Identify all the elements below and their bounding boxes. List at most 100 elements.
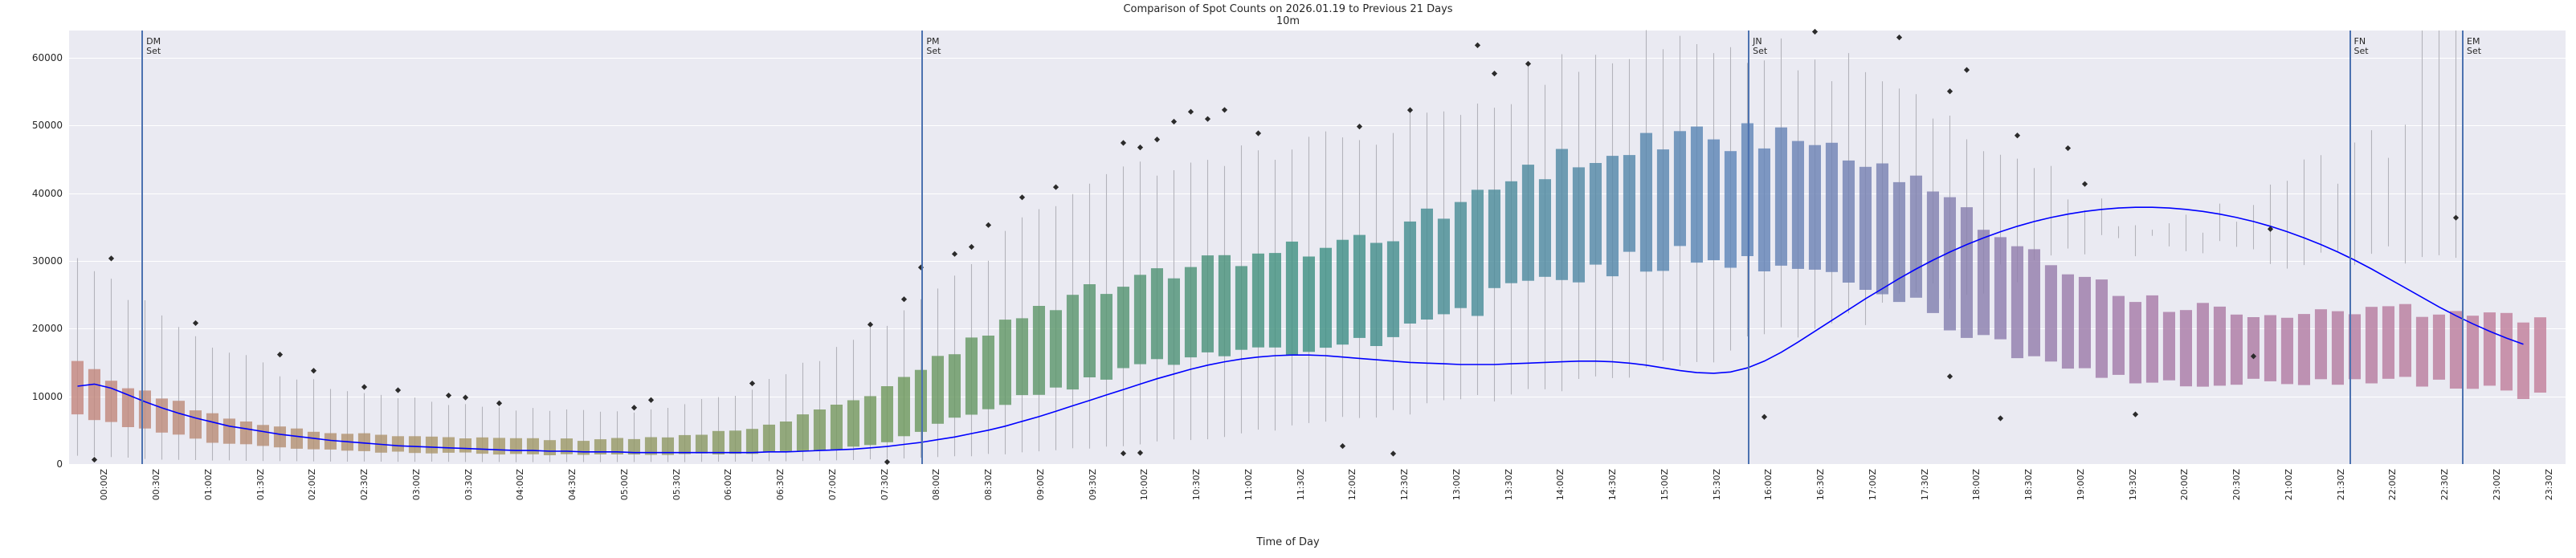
box [2466, 316, 2479, 389]
box [391, 436, 404, 452]
plot-area [69, 28, 2566, 465]
x-axis-tick: 02:30Z [359, 469, 370, 501]
box [2483, 312, 2496, 386]
box [2044, 265, 2057, 362]
grid-line [69, 57, 2566, 59]
box [1555, 149, 1568, 280]
box [357, 433, 370, 451]
y-axis-tick: 30000 [31, 255, 63, 267]
annotation-line [2462, 31, 2464, 464]
box [1302, 256, 1315, 352]
box [779, 422, 792, 451]
x-axis-tick: 22:00Z [2387, 469, 2398, 501]
box [1977, 230, 1990, 336]
annotation-label: JN Set [1753, 36, 1768, 56]
box [1774, 127, 1787, 266]
outlier-marker [310, 368, 317, 374]
box [965, 337, 978, 415]
box [307, 431, 320, 450]
box [661, 437, 674, 455]
box [1943, 197, 1956, 331]
box [1909, 175, 1922, 298]
box [1251, 253, 1264, 348]
outlier-marker [1019, 194, 1026, 201]
box [104, 381, 117, 422]
x-axis-tick: 09:30Z [1087, 469, 1098, 501]
box [239, 422, 252, 445]
x-axis-tick: 04:00Z [515, 469, 526, 501]
box [1201, 255, 1214, 352]
x-axis-tick: 06:30Z [775, 469, 786, 501]
box [678, 434, 691, 454]
box [1235, 266, 1247, 350]
box [610, 438, 623, 454]
box [1504, 181, 1517, 283]
box [1437, 218, 1450, 315]
outlier-marker [445, 392, 452, 399]
outlier-marker [394, 387, 402, 393]
chart-subtitle: 10m [1276, 15, 1300, 27]
y-axis-tick: 10000 [31, 390, 63, 402]
x-axis-tick: 03:30Z [463, 469, 474, 501]
grid-line [69, 193, 2566, 194]
x-axis-tick: 00:30Z [151, 469, 162, 501]
outlier-marker [108, 255, 115, 262]
box [2230, 314, 2243, 385]
x-axis-tick: 14:30Z [1607, 469, 1619, 501]
box [2011, 246, 2023, 359]
outlier-marker [1997, 415, 2004, 422]
x-axis-tick: 15:00Z [1659, 469, 1670, 501]
box [71, 360, 84, 415]
grid-line [69, 464, 2566, 465]
box [1403, 221, 1416, 324]
box [2314, 309, 2327, 380]
outlier-markers [91, 28, 2460, 465]
box [914, 369, 927, 432]
box [1285, 241, 1298, 356]
x-axis-tick: 05:00Z [618, 469, 630, 501]
box [1032, 306, 1045, 395]
outlier-marker [2132, 411, 2139, 417]
box [155, 398, 168, 433]
x-axis-tick: 01:30Z [255, 469, 266, 501]
x-axis-tick: 06:00Z [723, 469, 734, 501]
box [509, 438, 522, 454]
box [2112, 295, 2125, 375]
annotation-label: FN Set [2354, 36, 2369, 56]
outlier-marker [2014, 132, 2021, 139]
box [1454, 202, 1467, 308]
x-axis-tick: 17:30Z [1919, 469, 1930, 501]
box [1184, 267, 1197, 358]
box [712, 430, 725, 454]
outlier-marker [2064, 145, 2072, 152]
box [863, 396, 876, 446]
annotation-label: DM Set [146, 36, 161, 56]
outlier-marker [1137, 145, 1144, 151]
outlier-marker [1187, 108, 1194, 115]
box [2095, 279, 2108, 378]
box [948, 354, 961, 418]
y-axis-tick: 20000 [31, 323, 63, 335]
x-axis-tick: 10:00Z [1139, 469, 1150, 501]
box [847, 400, 859, 447]
box [256, 425, 269, 446]
x-axis-tick: 07:00Z [827, 469, 838, 501]
box [644, 437, 657, 455]
box [2348, 314, 2361, 380]
x-axis-tick: 20:30Z [2231, 469, 2243, 501]
box [1049, 310, 1062, 388]
box [172, 401, 185, 435]
x-axis-tick: 09:00Z [1035, 469, 1046, 501]
outlier-marker [900, 296, 908, 303]
box [2162, 312, 2175, 381]
box [1994, 237, 2007, 340]
box [796, 414, 809, 452]
x-axis-tick: 11:30Z [1295, 469, 1306, 501]
outlier-marker [1170, 118, 1178, 125]
box [1757, 148, 1770, 271]
x-axis-tick: 16:30Z [1815, 469, 1827, 501]
outlier-marker [1946, 373, 1953, 380]
outlier-marker [1811, 28, 1819, 35]
outlier-marker [1120, 450, 1127, 457]
box [1218, 255, 1231, 356]
